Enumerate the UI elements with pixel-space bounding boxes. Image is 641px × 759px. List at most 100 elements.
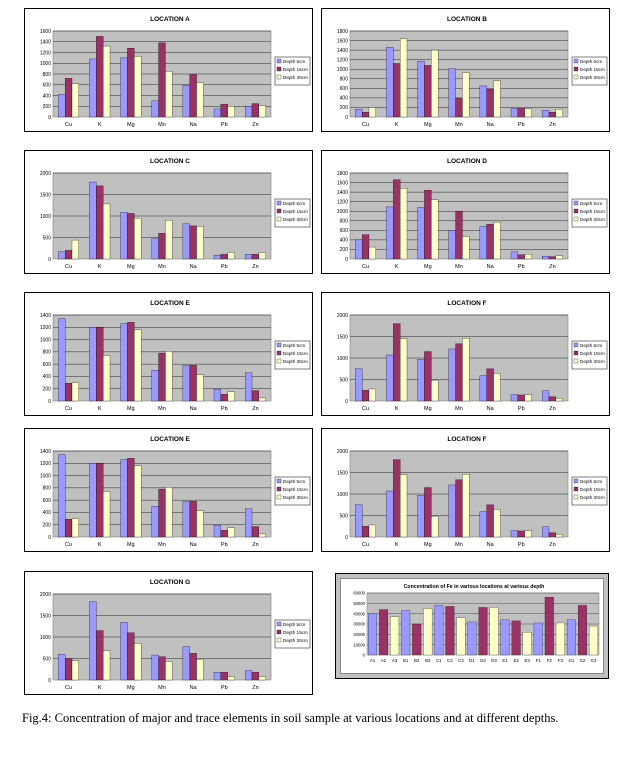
bar-Pb-3	[227, 106, 235, 118]
y-tick-label: 1200	[40, 325, 51, 331]
bar-Na-1	[479, 511, 487, 538]
bar-Pb-2	[220, 394, 228, 402]
bar-Mg-3	[431, 199, 439, 260]
bar-K-3	[399, 188, 408, 260]
fe-bar-D3	[489, 607, 499, 656]
bar-Na-1	[182, 365, 190, 402]
legend: Depth 5cm Depth 15cm Depth 30cm	[571, 340, 608, 370]
bar-Mn-1	[151, 238, 159, 260]
chart-svg: LOCATION B 0 200 400 600 800 1000 1200 1400 1600 1…	[337, 16, 608, 128]
bar-K-1	[386, 206, 394, 260]
bar-K-2	[96, 463, 104, 538]
y-tick-label: 1800	[337, 171, 348, 177]
legend-label: Depth 30cm	[580, 359, 605, 364]
bar-Zn-2	[548, 256, 557, 260]
legend-swatch	[276, 358, 282, 364]
legend-swatch	[573, 58, 579, 64]
fe-x-tick-label: E2	[513, 658, 519, 663]
x-tick-label: Zn	[252, 685, 258, 691]
bar-K-3	[102, 355, 111, 402]
legend-label: Depth 15cm	[283, 487, 308, 492]
fe-chart-title: Concentration of Fe in various locations…	[404, 584, 545, 590]
bar-K-3	[399, 38, 408, 118]
legend: Depth 5cm Depth 15cm Depth 30cm	[274, 198, 311, 228]
fe-bar-G2	[577, 605, 587, 656]
bar-Na-2	[189, 653, 197, 681]
x-tick-label: K	[98, 122, 102, 128]
fe-y-tick-label: 20000	[353, 632, 365, 637]
bar-Zn-1	[245, 670, 253, 681]
bar-Cu-1	[355, 239, 363, 260]
bar-Mg-1	[417, 495, 425, 538]
bar-K-2	[393, 323, 401, 402]
legend-swatch	[276, 637, 282, 643]
y-tick-label: 1000	[337, 67, 348, 73]
x-tick-label: Zn	[252, 542, 258, 548]
legend-swatch	[573, 486, 579, 492]
bar-Pb-1	[213, 525, 222, 538]
bar-Na-3	[196, 374, 204, 402]
bar-Zn-2	[251, 526, 260, 538]
bar-Mn-1	[151, 506, 159, 538]
bar-Zn-1	[245, 372, 253, 402]
legend-label: Depth 15cm	[283, 351, 308, 356]
bar-K-3	[102, 491, 111, 538]
bar-Na-3	[196, 659, 204, 681]
y-tick-label: 1000	[337, 209, 348, 215]
x-tick-label: Zn	[549, 542, 555, 548]
y-tick-label: 400	[43, 93, 52, 99]
fe-bar-A2	[379, 609, 389, 656]
fe-x-tick-label: B2	[414, 658, 420, 663]
x-tick-label: Mg	[424, 122, 432, 128]
bar-Cu-2	[361, 112, 370, 118]
bar-Na-2	[486, 89, 494, 118]
bar-Pb-3	[524, 254, 532, 260]
y-tick-label: 0	[345, 535, 348, 541]
y-tick-label: 800	[43, 72, 52, 78]
x-tick-label: Pb	[221, 264, 228, 270]
x-tick-label: Cu	[362, 542, 369, 548]
legend-swatch	[276, 208, 282, 214]
chart-title: LOCATION C	[150, 158, 190, 165]
fe-y-tick-label: 10000	[353, 642, 365, 647]
bar-Mg-1	[120, 211, 128, 260]
fe-bar-E2	[511, 620, 521, 656]
y-tick-label: 1500	[40, 613, 51, 619]
bar-Zn-3	[258, 676, 266, 681]
chart-panel-5: LOCATION E 0 200 400 600 800 1000 1200 1400 Cu K Mg…	[24, 292, 313, 416]
bar-Pb-1	[213, 672, 222, 681]
bar-Mg-2	[127, 632, 135, 681]
x-tick-label: Na	[190, 685, 198, 691]
x-tick-label: Mn	[158, 406, 166, 412]
bar-Na-1	[479, 226, 487, 260]
bar-Na-1	[182, 646, 190, 681]
legend-swatch	[573, 74, 579, 80]
bar-Mg-2	[127, 458, 135, 538]
x-tick-label: Mn	[455, 122, 463, 128]
bar-Cu-2	[361, 390, 370, 402]
bar-Mn-2	[455, 343, 463, 402]
bar-Cu-2	[361, 526, 370, 538]
bar-Zn-1	[542, 255, 550, 260]
bar-Cu-3	[368, 246, 376, 260]
fe-bar-F3	[555, 622, 565, 656]
bar-Na-2	[486, 223, 494, 260]
bar-Pb-1	[510, 530, 519, 538]
bar-K-2	[393, 459, 401, 538]
bar-Zn-3	[258, 252, 266, 260]
bar-Cu-3	[71, 518, 79, 538]
bar-K-2	[393, 63, 401, 118]
y-tick-label: 1200	[337, 199, 348, 205]
y-tick-label: 1400	[40, 449, 51, 455]
x-tick-label: Pb	[518, 122, 525, 128]
bar-Mg-1	[417, 60, 425, 118]
fe-chart-svg: Concentration of Fe in various locations…	[353, 584, 600, 663]
bar-Zn-1	[542, 526, 550, 538]
legend-swatch	[276, 66, 282, 72]
x-tick-label: Cu	[65, 122, 72, 128]
x-tick-label: Cu	[362, 406, 369, 412]
fe-bar-D1	[467, 621, 477, 656]
fe-x-tick-label: D3	[491, 658, 497, 663]
legend-label: Depth 30cm	[580, 217, 605, 222]
chart-title: LOCATION F	[447, 300, 486, 307]
